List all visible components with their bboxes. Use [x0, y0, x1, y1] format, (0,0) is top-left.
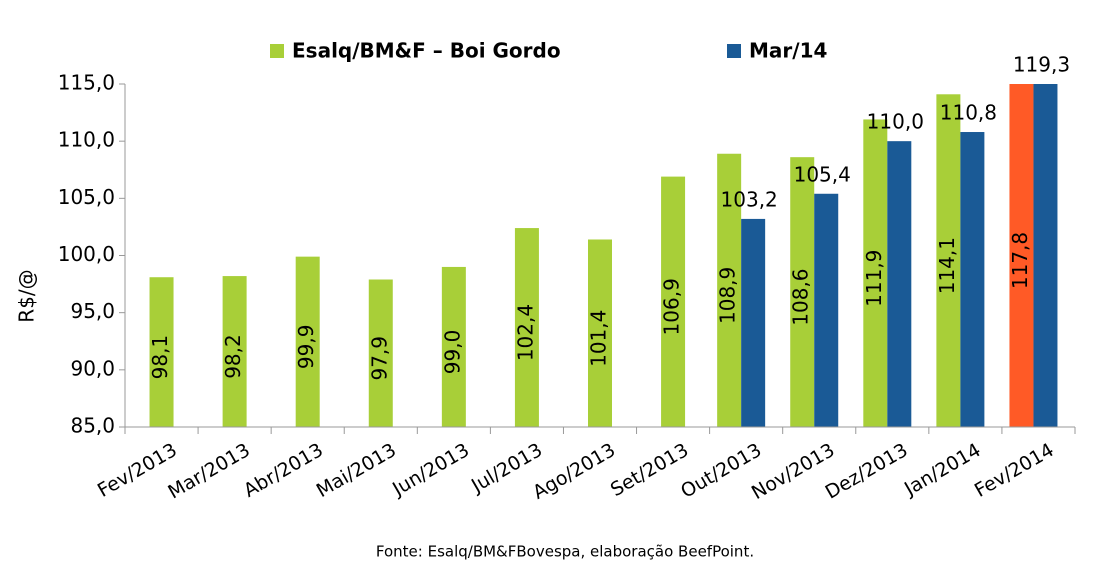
bar [863, 119, 888, 427]
bar [222, 276, 247, 427]
legend-label: Mar/14 [749, 39, 827, 63]
bar [790, 157, 815, 427]
data-label: 110,8 [940, 101, 997, 125]
data-label: 103,2 [721, 187, 778, 211]
legend-swatch [270, 44, 284, 58]
x-tick-label: Mai/2013 [313, 439, 400, 502]
y-tick-label: 85,0 [70, 414, 115, 438]
x-tick-label: Dez/2013 [822, 439, 912, 504]
legend-label: Esalq/BM&F – Boi Gordo [292, 39, 561, 63]
data-label: 114,1 [935, 237, 959, 294]
x-tick-label: Mar/2013 [164, 439, 253, 503]
data-label: 98,2 [221, 334, 245, 379]
bar [295, 256, 320, 427]
data-label: 111,9 [862, 250, 886, 307]
y-tick-label: 105,0 [58, 185, 115, 209]
bar [936, 94, 961, 427]
bar [960, 132, 985, 427]
x-tick-label: Nov/2013 [748, 439, 839, 504]
y-tick-label: 110,0 [58, 128, 115, 152]
data-label: 117,8 [1008, 232, 1032, 289]
source: Fonte: Esalq/BM&FBovespa, elaboração Bee… [376, 543, 754, 561]
data-label: 110,0 [867, 110, 924, 134]
data-label: 97,9 [367, 336, 391, 381]
data-label: 102,4 [513, 304, 537, 361]
x-tick-label: Fev/2013 [94, 439, 181, 502]
data-label: 108,6 [789, 268, 813, 325]
data-label: 108,9 [716, 267, 740, 324]
bar [1033, 84, 1058, 427]
data-label: 105,4 [794, 162, 851, 186]
x-tick-label: Abr/2013 [240, 439, 327, 502]
bar [887, 141, 912, 427]
bar [717, 153, 742, 427]
data-label: 101,4 [587, 310, 611, 367]
data-label: 98,1 [148, 335, 172, 380]
bar [149, 277, 174, 427]
x-tick-label: Ago/2013 [529, 439, 619, 504]
y-tick-label: 95,0 [70, 299, 115, 323]
data-label: 119,3 [1013, 53, 1070, 77]
y-tick-label: 90,0 [70, 356, 115, 380]
data-label: 106,9 [660, 278, 684, 335]
y-tick-label: 100,0 [58, 242, 115, 266]
bar [741, 218, 766, 427]
bar [441, 266, 466, 427]
bar [661, 176, 686, 427]
bar [814, 193, 839, 427]
bars [149, 84, 1058, 427]
bar [514, 228, 539, 427]
bar [1009, 84, 1034, 427]
data-label: 99,0 [440, 330, 464, 375]
x-tick-label: Set/2013 [607, 439, 692, 501]
x-tick-label: Jan/2014 [900, 439, 985, 501]
x-tick-label: Jun/2013 [388, 439, 473, 501]
legend-swatch [727, 44, 741, 58]
y-tick-label: 115,0 [58, 71, 115, 95]
bar [368, 279, 393, 427]
bar [588, 239, 612, 427]
data-label: 99,9 [294, 325, 318, 370]
y-axis-label: R$/@ [15, 269, 39, 322]
x-tick-label: Fev/2014 [971, 439, 1058, 502]
